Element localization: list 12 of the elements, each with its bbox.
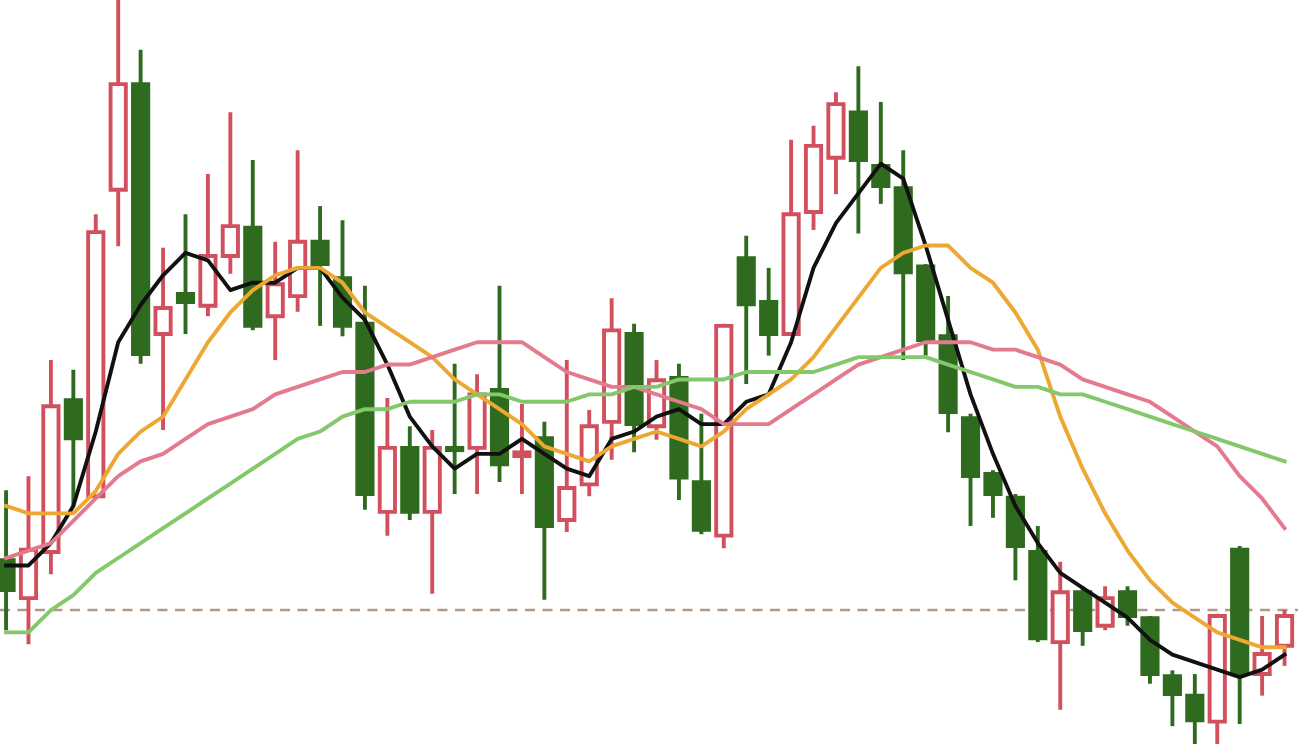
candlestick	[512, 402, 532, 496]
candlestick	[848, 64, 868, 236]
candlestick	[310, 204, 330, 328]
candlestick	[445, 361, 465, 496]
candlestick	[1274, 608, 1295, 668]
candlestick	[220, 110, 240, 276]
candlestick	[153, 245, 173, 432]
candlestick	[1073, 584, 1093, 648]
candlestick	[63, 367, 83, 508]
candlestick	[557, 358, 577, 534]
candlestick	[691, 411, 711, 537]
candlestick	[175, 212, 196, 337]
